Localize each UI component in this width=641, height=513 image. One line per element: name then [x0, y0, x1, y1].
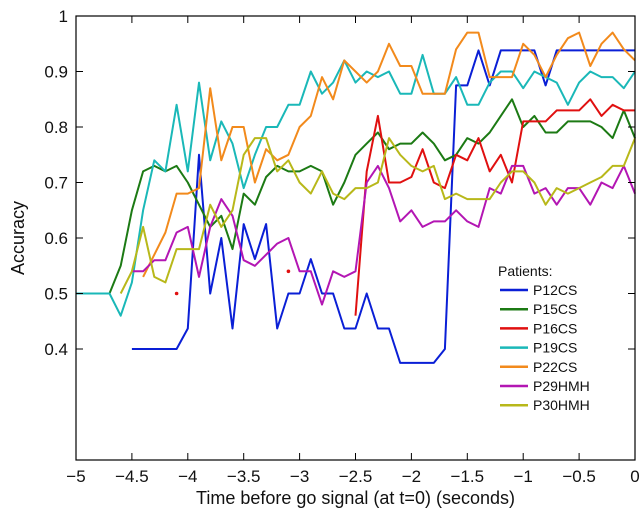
series-line-p22cs	[142, 31, 636, 278]
y-axis-label: Accuracy	[8, 201, 28, 275]
legend-label: P19CS	[533, 340, 577, 356]
y-tick-label: 0.8	[44, 118, 68, 137]
series-line-p19cs	[76, 53, 636, 317]
x-tick-label: −1	[514, 467, 533, 486]
series-line-p15cs	[76, 98, 636, 295]
y-tick-label: 0.6	[44, 229, 68, 248]
legend-label: P22CS	[533, 359, 577, 375]
y-tick-label: 0.7	[44, 174, 68, 193]
legend-label: P30HMH	[533, 397, 590, 413]
isolated-point	[174, 291, 179, 296]
x-tick-label: −1.5	[451, 467, 485, 486]
x-axis-label: Time before go signal (at t=0) (seconds)	[196, 488, 515, 508]
x-tick-label: −2.5	[339, 467, 373, 486]
x-tick-label: −4	[178, 467, 197, 486]
isolated-point	[286, 269, 291, 274]
series-line-p30hmh	[119, 137, 636, 294]
x-tick-label: −4.5	[115, 467, 149, 486]
legend: Patients: P12CS P15CS P16CS P19CS P22CS P29HM…	[498, 263, 590, 413]
legend-label: P12CS	[533, 282, 577, 298]
x-tick-label: −0.5	[562, 467, 596, 486]
axis-ticks: −5 −4.5 −4 −3.5 −3 −2.5 −2 −1.5 −1 −0.5 0 0.4 0.5 0.6…	[44, 7, 639, 486]
series-line-p16cs	[354, 98, 635, 316]
x-tick-label: −2	[402, 467, 421, 486]
legend-title: Patients:	[498, 263, 552, 279]
legend-label: P16CS	[533, 320, 577, 336]
y-tick-label: 0.9	[44, 63, 68, 82]
x-tick-label: 0	[630, 467, 639, 486]
legend-label: P15CS	[533, 301, 577, 317]
x-tick-label: −5	[66, 467, 85, 486]
x-tick-label: −3.5	[227, 467, 261, 486]
x-tick-label: −3	[290, 467, 309, 486]
plot-lines	[76, 31, 636, 364]
y-tick-label: 0.5	[44, 285, 68, 304]
y-tick-label: 0.4	[44, 340, 68, 359]
y-tick-label: 1	[59, 7, 68, 26]
legend-label: P29HMH	[533, 378, 590, 394]
